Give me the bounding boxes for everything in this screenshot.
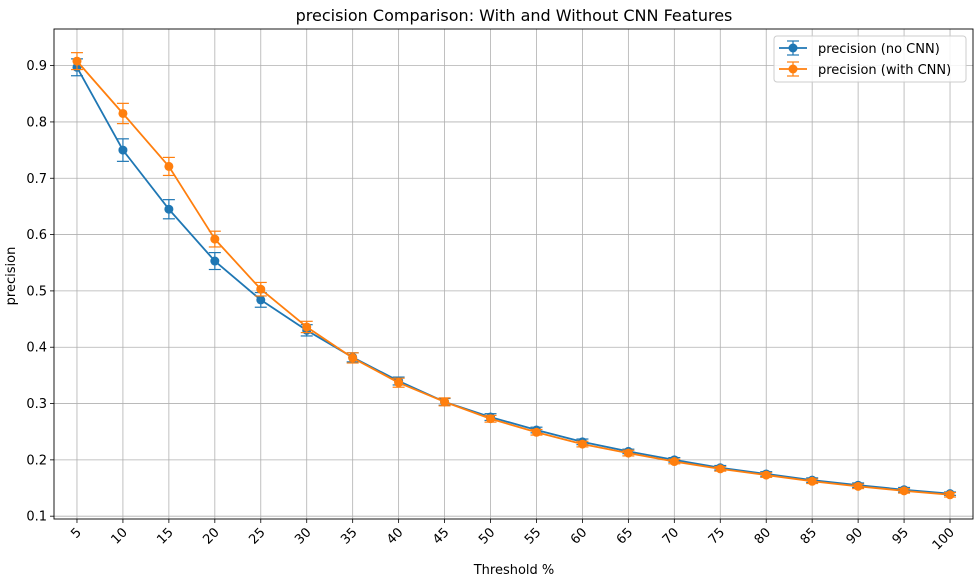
y-tick-label: 0.6	[26, 228, 47, 243]
data-point	[210, 256, 220, 266]
y-tick-label: 0.1	[26, 510, 47, 525]
legend-swatch-with-cnn-marker	[788, 64, 798, 74]
data-point	[577, 439, 587, 449]
series-layer	[70, 52, 957, 500]
data-point	[256, 284, 266, 294]
data-point	[853, 481, 863, 491]
legend-label-no-cnn: precision (no CNN)	[818, 42, 940, 57]
data-point	[118, 108, 128, 118]
data-point	[164, 161, 174, 171]
series-line-with-cnn	[76, 60, 951, 496]
data-point	[302, 322, 312, 332]
plot-frame	[53, 28, 974, 520]
data-point	[72, 56, 82, 66]
y-tick-label: 0.2	[26, 453, 47, 468]
data-point	[807, 476, 817, 486]
data-point	[118, 145, 128, 155]
legend-box	[773, 35, 967, 83]
data-point	[531, 427, 541, 437]
data-point	[164, 204, 174, 214]
data-point	[348, 353, 358, 363]
data-point	[210, 234, 220, 244]
legend-swatch-no-cnn-marker	[788, 43, 798, 53]
data-point	[761, 470, 771, 480]
series-with-cnn	[70, 52, 957, 500]
y-tick-label: 0.3	[26, 397, 47, 412]
legend: precision (no CNN) precision (with CNN)	[773, 35, 967, 83]
y-tick-label: 0.9	[26, 59, 47, 74]
data-point	[623, 448, 633, 458]
y-axis-label: precision	[4, 247, 19, 306]
series-line-no-cnn	[76, 66, 951, 495]
data-point	[899, 486, 909, 496]
y-tick-label: 0.5	[26, 284, 47, 299]
x-axis-label: Threshold %	[473, 563, 555, 578]
data-point	[256, 295, 266, 305]
data-point	[486, 414, 496, 424]
data-point	[945, 490, 955, 500]
chart-title: precision Comparison: With and Without C…	[296, 6, 733, 25]
data-point	[715, 464, 725, 474]
y-tick-label: 0.7	[26, 172, 47, 187]
y-tick-label: 0.8	[26, 115, 47, 130]
legend-label-with-cnn: precision (with CNN)	[818, 63, 951, 78]
data-point	[394, 378, 404, 388]
data-point	[440, 397, 450, 407]
y-tick-label: 0.4	[26, 341, 47, 356]
data-point	[669, 457, 679, 467]
axes-layer	[53, 28, 974, 520]
